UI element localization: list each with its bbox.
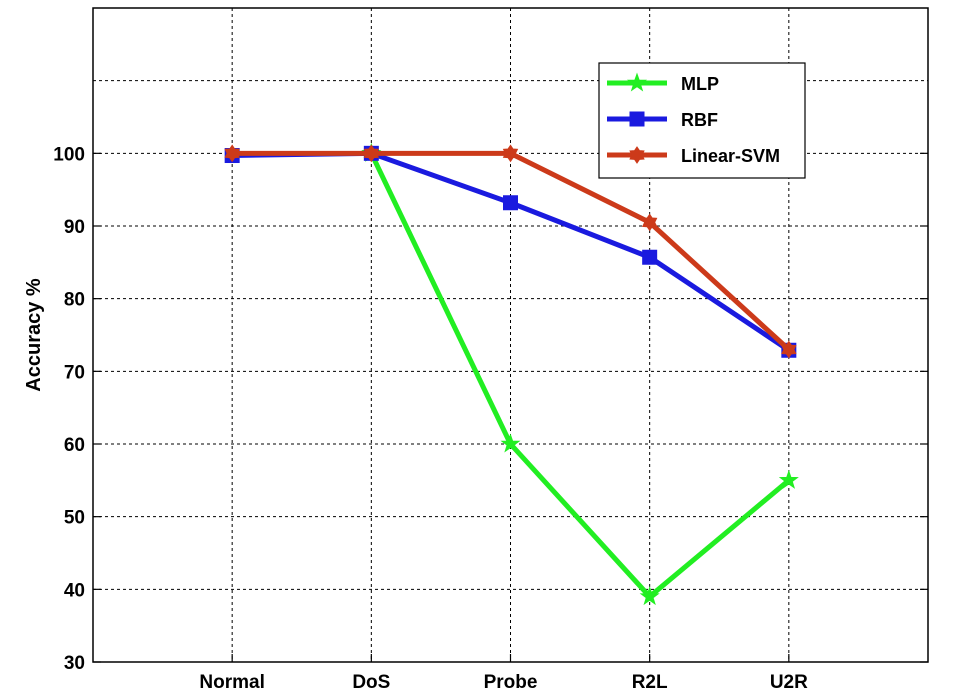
data-point-linear-svm xyxy=(781,340,797,359)
legend-label: MLP xyxy=(681,74,719,94)
x-tick-label: Probe xyxy=(484,672,538,691)
legend-label: Linear-SVM xyxy=(681,146,780,166)
legend-marker-linear-svm xyxy=(629,146,645,164)
legend-item-linear-svm: Linear-SVM xyxy=(607,146,780,166)
legend-marker-rbf xyxy=(629,111,645,127)
y-tick-label: 100 xyxy=(53,144,85,165)
data-point-linear-svm xyxy=(502,144,519,163)
data-point-mlp xyxy=(778,469,799,489)
legend-marker-mlp xyxy=(626,72,648,92)
y-tick-label: 90 xyxy=(64,217,85,238)
y-tick-label: 50 xyxy=(64,508,85,529)
data-point-linear-svm xyxy=(641,213,658,232)
series-layer xyxy=(224,142,799,606)
x-tick-label: R2L xyxy=(632,672,668,691)
legend-item-mlp: MLP xyxy=(607,72,719,94)
legend: MLP RBF Linear-SVM xyxy=(598,62,806,179)
data-point-linear-svm xyxy=(224,144,240,163)
y-tick-label: 70 xyxy=(64,362,85,383)
x-tick-label: U2R xyxy=(770,672,808,691)
series-line-mlp xyxy=(368,150,792,600)
legend-label: RBF xyxy=(681,110,718,130)
y-tick-label: 80 xyxy=(64,290,85,311)
y-tick-label: 40 xyxy=(64,580,85,601)
data-point-mlp xyxy=(639,586,660,606)
legend-item-rbf: RBF xyxy=(607,110,718,130)
y-axis-label: Accuracy % xyxy=(23,278,45,392)
x-tick-label: DoS xyxy=(352,672,390,691)
data-point-rbf xyxy=(503,195,518,211)
series-mlp xyxy=(361,142,799,606)
y-tick-label: 60 xyxy=(64,435,85,456)
y-tick-label: 30 xyxy=(64,653,85,674)
data-point-mlp xyxy=(500,433,521,453)
data-point-linear-svm xyxy=(363,144,380,163)
tick-labels: 30 40 50 60 70 80 90 100 Normal DoS Probe R2L U2R xyxy=(53,144,928,691)
series-linear-svm xyxy=(224,144,797,359)
data-point-rbf xyxy=(642,249,658,265)
x-tick-label: Normal xyxy=(199,672,264,691)
